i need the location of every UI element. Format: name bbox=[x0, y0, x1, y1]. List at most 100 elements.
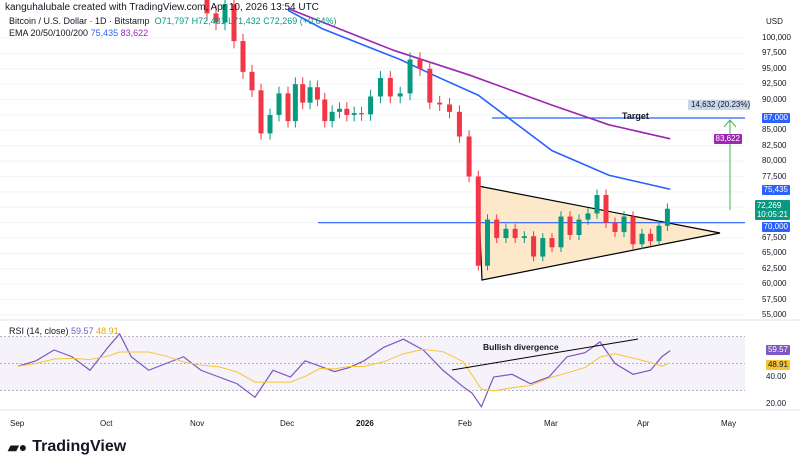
candle-body bbox=[377, 78, 383, 97]
price-tick: 60,000 bbox=[762, 279, 787, 289]
rsi-ma-line bbox=[17, 348, 671, 392]
candle-body bbox=[521, 236, 527, 239]
time-tick: Apr bbox=[637, 419, 650, 428]
candle-body bbox=[249, 71, 255, 91]
low: L71,432 bbox=[228, 16, 261, 26]
candle-body bbox=[307, 87, 313, 103]
tv-logo-icon: ▰● bbox=[8, 438, 28, 455]
support-badge: 70,000 bbox=[761, 222, 790, 232]
last-price-badge: 72,269 10:05:21 bbox=[754, 200, 790, 220]
target-label: Target bbox=[622, 111, 649, 121]
candle-body bbox=[494, 219, 500, 239]
rsi-legend[interactable]: RSI (14, close) 59.57 48.91 bbox=[9, 326, 119, 336]
candle-body bbox=[351, 113, 357, 115]
target-arrow-head bbox=[723, 119, 737, 128]
rsi-line bbox=[17, 332, 671, 408]
countdown: 10:05:21 bbox=[756, 210, 788, 219]
candle-body bbox=[387, 78, 393, 97]
symbol[interactable]: Bitcoin / U.S. Dollar · 1D · Bitstamp bbox=[9, 16, 150, 26]
candle-body bbox=[466, 136, 472, 177]
candle-body bbox=[368, 96, 374, 115]
candle-body bbox=[612, 222, 618, 232]
candle-body bbox=[503, 228, 509, 239]
candle-body bbox=[664, 208, 670, 226]
price-tick: 92,500 bbox=[762, 79, 787, 89]
change: (+0.64%) bbox=[299, 16, 337, 26]
measure-label: 14,632 (20.23%) 14,63 bbox=[688, 100, 750, 110]
close: C72,269 bbox=[263, 16, 298, 26]
price-tick: 77,500 bbox=[762, 171, 787, 181]
candle-body bbox=[397, 93, 403, 97]
tradingview-logo[interactable]: ▰● TradingView bbox=[8, 438, 126, 456]
candle-body bbox=[437, 102, 443, 105]
candle-body bbox=[300, 84, 306, 103]
candle-body bbox=[630, 216, 636, 245]
price-tick: 97,500 bbox=[762, 48, 787, 58]
rsi-label: RSI (14, close) bbox=[9, 326, 69, 336]
candle-body bbox=[485, 219, 490, 266]
high: H72,481 bbox=[191, 16, 226, 26]
candle-body bbox=[336, 108, 342, 112]
currency-label[interactable]: USD bbox=[766, 17, 783, 26]
candle-body bbox=[258, 90, 264, 134]
time-tick: Nov bbox=[190, 419, 205, 428]
rsi-badge: 59.57 bbox=[765, 345, 790, 355]
candle-body bbox=[204, 0, 210, 14]
ema200-value: 83,622 bbox=[120, 28, 149, 38]
time-tick: 2026 bbox=[356, 419, 374, 428]
candle-body bbox=[240, 41, 246, 72]
ema50-badge: 75,435 bbox=[761, 185, 790, 195]
candle-body bbox=[456, 111, 462, 137]
time-tick: Dec bbox=[280, 419, 295, 428]
price-tick: 95,000 bbox=[762, 63, 787, 73]
candle-body bbox=[540, 238, 546, 257]
rsi-tick: 40.00 bbox=[766, 372, 787, 381]
time-tick: Feb bbox=[458, 419, 472, 428]
price-tick: 90,000 bbox=[762, 94, 787, 104]
ema200-badge: 83,622 bbox=[713, 134, 742, 144]
candle-body bbox=[329, 111, 335, 122]
candle-body bbox=[231, 4, 237, 42]
candle-body bbox=[475, 176, 481, 266]
price-tick: 67,500 bbox=[762, 233, 787, 243]
candle-body bbox=[267, 114, 273, 134]
candle-body bbox=[222, 4, 228, 23]
rsi-tick: 20.00 bbox=[766, 399, 787, 408]
price-tick: 57,500 bbox=[762, 294, 787, 304]
brand: TradingView bbox=[32, 438, 127, 455]
candle-body bbox=[531, 236, 537, 257]
open: O71,797 bbox=[154, 16, 190, 26]
candle-body bbox=[314, 87, 320, 100]
price-tick: 65,000 bbox=[762, 248, 787, 258]
rsi-ma-badge: 48.91 bbox=[765, 360, 790, 370]
candle-body bbox=[512, 228, 518, 239]
candle-body bbox=[576, 219, 582, 235]
attribution: kanguhalubale created with TradingView.c… bbox=[5, 2, 319, 13]
candle-body bbox=[567, 216, 573, 235]
time-tick: Sep bbox=[10, 419, 25, 428]
rsi-ma-value: 48.91 bbox=[96, 326, 119, 336]
candle-body bbox=[417, 59, 423, 69]
divergence-line bbox=[451, 338, 639, 371]
ema200-line bbox=[287, 7, 671, 140]
time-tick: Mar bbox=[544, 419, 558, 428]
candle-body bbox=[292, 84, 298, 122]
candle-body bbox=[359, 113, 365, 115]
target-badge: 87,000 bbox=[761, 113, 790, 123]
time-tick: Oct bbox=[100, 419, 113, 428]
price-tick: 82,500 bbox=[762, 140, 787, 150]
candle-body bbox=[276, 93, 282, 115]
candle-body bbox=[407, 59, 413, 94]
ema-legend[interactable]: EMA 20/50/100/200 75,435 83,622 bbox=[9, 28, 148, 38]
candle-body bbox=[639, 233, 645, 245]
candle-body bbox=[447, 104, 453, 112]
ema50-line bbox=[287, 9, 671, 191]
candle-body bbox=[322, 99, 328, 122]
rsi-value: 59.57 bbox=[71, 326, 94, 336]
price-tick: 85,000 bbox=[762, 125, 787, 135]
symbol-legend: Bitcoin / U.S. Dollar · 1D · Bitstamp O7… bbox=[9, 16, 337, 26]
divergence-label: Bullish divergence bbox=[483, 342, 559, 352]
candle-body bbox=[285, 93, 291, 122]
candle-body bbox=[585, 213, 591, 220]
